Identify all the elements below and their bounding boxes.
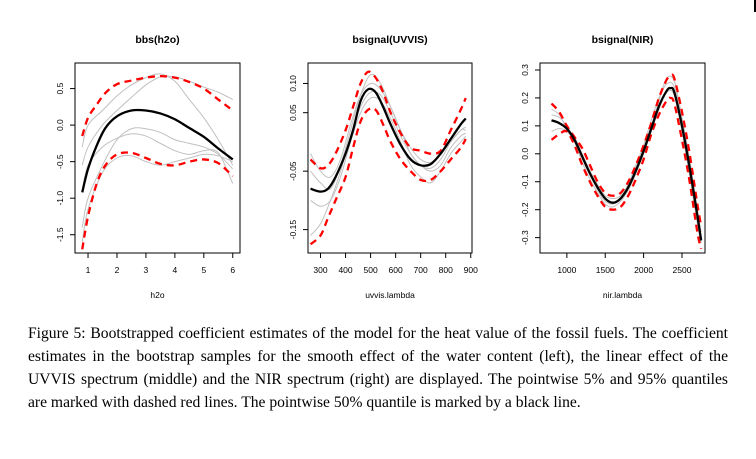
y-tick-label: 0.2: [520, 92, 530, 104]
y-tick-label: 0.0: [55, 119, 65, 131]
series-bootstrap-4: [310, 82, 466, 178]
x-tick-label: 5: [201, 265, 206, 275]
panel-uvvis: 300 400 500 600 700 800 900 -0.15 -0.05 0.05 0.10 b…: [288, 34, 478, 300]
y-tick-label: -1.5: [55, 227, 65, 242]
x-tick-label: 700: [414, 265, 428, 275]
x-tick-label: 300: [313, 265, 327, 275]
y-tick-label: 0.0: [520, 148, 530, 160]
plot-frame: [74, 62, 241, 254]
plot-frame: [539, 62, 706, 254]
x-tick-label: 2000: [634, 265, 653, 275]
y-tick-label: -0.15: [288, 220, 298, 240]
x-tick-label: 1000: [557, 265, 576, 275]
panel-nir: 1000 1500 2000 2500 -0.3 -0.2 -0.1 0.0 0.1 0.2 0.3…: [520, 34, 706, 300]
page-corner-mark: [754, 0, 756, 12]
series-bootstrap-1: [81, 75, 233, 166]
series-bootstrap-4: [81, 133, 234, 191]
y-tick-label: 0.1: [520, 120, 530, 132]
x-axis-label: h2o: [150, 290, 164, 300]
series-q05: [309, 106, 467, 246]
x-axis: 1000 1500 2000 2500: [557, 253, 692, 275]
series-q05: [81, 151, 234, 250]
panel-title: bsignal(NIR): [592, 34, 654, 46]
x-tick-label: 600: [389, 265, 403, 275]
series-q95: [550, 73, 703, 227]
x-tick-label: 2500: [673, 265, 692, 275]
x-tick-label: 400: [338, 265, 352, 275]
y-tick-label: -0.3: [520, 230, 530, 245]
series-bootstrap-1: [310, 73, 466, 190]
y-axis: -1.5 -1.0 -0.5 0.0 0.5: [55, 82, 75, 242]
y-axis: -0.3 -0.2 -0.1 0.0 0.1 0.2 0.3: [520, 64, 540, 245]
y-tick-label: -0.05: [288, 161, 298, 181]
x-axis-label: nir.lambda: [603, 290, 642, 300]
x-tick-label: 3: [144, 265, 149, 275]
x-tick-label: 1: [86, 265, 91, 275]
x-axis: 1 2 3 4 5 6: [86, 253, 235, 275]
y-tick-label: 0.05: [288, 104, 298, 121]
x-tick-label: 900: [464, 265, 478, 275]
y-tick-label: -0.5: [55, 154, 65, 169]
x-tick-label: 500: [364, 265, 378, 275]
panel-title: bbs(h2o): [135, 34, 179, 46]
series-median: [81, 108, 234, 193]
x-axis-label: uvvis.lambda: [365, 290, 415, 300]
panel-h2o: 1 2 3 4 5 6 -1.5 -1.0 -0.5 0.0 0.5 bbs(h2o) h2o: [55, 34, 241, 300]
y-tick-label: 0.5: [55, 82, 65, 94]
series-bootstrap-3: [551, 75, 702, 233]
figure-panels: 1 2 3 4 5 6 -1.5 -1.0 -0.5 0.0 0.5 bbs(h2o) h2o 300 4…: [55, 34, 706, 300]
x-axis: 300 400 500 600 700 800 900: [313, 253, 478, 275]
y-tick-label: -0.1: [520, 174, 530, 189]
y-axis: -0.15 -0.05 0.05 0.10: [288, 75, 308, 239]
y-tick-label: -1.0: [55, 191, 65, 206]
series-bootstrap-2: [81, 73, 234, 166]
y-tick-label: 0.10: [288, 75, 298, 92]
series-median: [310, 87, 467, 193]
x-tick-label: 4: [173, 265, 178, 275]
x-tick-label: 2: [115, 265, 120, 275]
series-median: [551, 86, 703, 241]
y-tick-label: 0.3: [520, 64, 530, 76]
series-q95: [309, 70, 467, 170]
figure-caption: Figure 5: Bootstrapped coefficient estim…: [28, 325, 728, 411]
series-bootstrap-3: [81, 127, 234, 228]
x-tick-label: 1500: [596, 265, 615, 275]
panel-title: bsignal(UVVIS): [352, 34, 427, 46]
series-q05: [550, 96, 703, 250]
x-tick-label: 800: [439, 265, 453, 275]
plot-frame: [307, 62, 473, 254]
x-tick-label: 6: [230, 265, 235, 275]
y-tick-label: -0.2: [520, 202, 530, 217]
